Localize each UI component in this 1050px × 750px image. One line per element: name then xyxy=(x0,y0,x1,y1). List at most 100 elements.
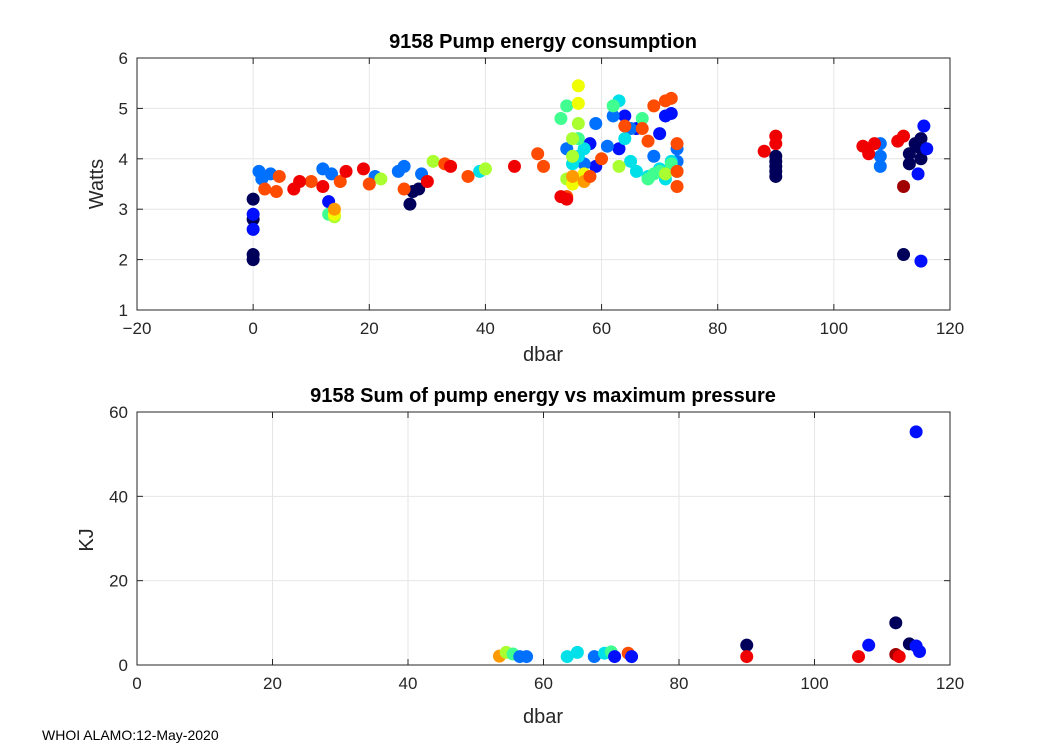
plot1-y-tick-label: 4 xyxy=(119,150,128,169)
plot1-point xyxy=(397,182,411,196)
plot2-xlabel: dbar xyxy=(523,706,563,728)
plot1-x-tick-label: 20 xyxy=(360,319,379,338)
plot1-x-tick-label: 60 xyxy=(592,319,611,338)
plot1-point xyxy=(618,132,632,146)
plot1-x-tick-label: 0 xyxy=(248,319,257,338)
plot1-x-tick-label: 120 xyxy=(936,319,964,338)
plot2-x-tick-label: 100 xyxy=(800,674,828,693)
plot2-points xyxy=(492,425,927,664)
plot1-point xyxy=(420,174,434,188)
plot1-point xyxy=(339,164,353,178)
plot1-point xyxy=(862,147,876,161)
plot1-point xyxy=(426,154,440,168)
plot1-x-tick-label: 40 xyxy=(476,319,495,338)
plot1-point xyxy=(444,159,458,173)
plot1-point xyxy=(272,169,286,183)
plot1-point xyxy=(653,127,667,141)
plot2-x-tick-label: 0 xyxy=(132,674,141,693)
plot1-point xyxy=(554,111,568,125)
plot1-point xyxy=(327,202,341,216)
plot1-point xyxy=(618,119,632,133)
plot1-point xyxy=(757,144,771,158)
plot1-point xyxy=(566,132,580,146)
plot2-y-tick-label: 40 xyxy=(109,487,128,506)
plot1-point xyxy=(873,159,887,173)
plot1-xlabel: dbar xyxy=(523,344,563,366)
energy-sum-plot: 9158 Sum of pump energy vs maximum press… xyxy=(76,385,964,728)
plot1-point xyxy=(647,149,661,163)
plot1-point xyxy=(670,180,684,194)
plot1-point xyxy=(325,167,339,181)
plot1-point xyxy=(531,147,545,161)
footer-stamp: WHOI ALAMO:12-May-2020 xyxy=(42,727,219,743)
plot1-point xyxy=(769,129,783,143)
plot1-ylabel: Watts xyxy=(86,159,108,209)
plot1-point xyxy=(897,129,911,143)
plot1-point xyxy=(589,117,603,131)
plot1-y-tick-label: 1 xyxy=(119,301,128,320)
plot2-point xyxy=(892,650,906,664)
plot1-title: 9158 Pump energy consumption xyxy=(389,31,697,53)
plot1-point xyxy=(246,222,260,236)
plot2-x-tick-label: 120 xyxy=(936,674,964,693)
plot1-point xyxy=(304,174,318,188)
plot1-point xyxy=(560,192,574,206)
plot1-point xyxy=(403,197,417,211)
plot1-x-tick-label: 100 xyxy=(820,319,848,338)
plot1-point xyxy=(246,192,260,206)
plot1-point xyxy=(868,137,882,151)
plot2-point xyxy=(913,645,927,659)
plot1-point xyxy=(914,152,928,166)
plot1-point xyxy=(583,169,597,183)
plot2-point xyxy=(587,650,601,664)
plot1-point xyxy=(571,117,585,131)
plot1-point xyxy=(412,182,426,196)
plot2-y-tick-label: 20 xyxy=(109,572,128,591)
plot1-point xyxy=(873,149,887,163)
plot1-point xyxy=(629,164,643,178)
plot1-point xyxy=(635,122,649,136)
plot2-point xyxy=(520,650,534,664)
plot1-point xyxy=(612,159,626,173)
plot1-y-tick-label: 3 xyxy=(119,200,128,219)
plot2-point xyxy=(560,650,574,664)
plot2-y-tick-label: 0 xyxy=(119,656,128,675)
plot2-point xyxy=(740,650,754,664)
plot2-point xyxy=(608,650,622,664)
plot1-point xyxy=(571,96,585,110)
plot1-point xyxy=(635,111,649,125)
plot1-point xyxy=(902,147,916,161)
plot1-point xyxy=(537,159,550,173)
plot2-x-tick-label: 60 xyxy=(534,674,553,693)
plot2-point xyxy=(862,638,876,652)
plot1-point xyxy=(478,162,492,176)
plot1-point xyxy=(670,164,684,178)
plot2-point xyxy=(909,425,923,439)
plot1-point xyxy=(577,142,591,156)
plot1-point xyxy=(664,91,678,105)
plot1-points xyxy=(246,79,934,268)
plot1-y-tick-label: 5 xyxy=(119,99,128,118)
plot1-axes-background xyxy=(137,58,950,310)
plot1-point xyxy=(566,169,580,183)
plot1-point xyxy=(606,109,620,123)
plot1-point xyxy=(911,167,925,181)
plot2-point xyxy=(625,650,639,664)
plot1-point xyxy=(658,167,672,181)
plot1-point xyxy=(606,99,620,113)
plot2-x-tick-label: 20 xyxy=(263,674,282,693)
plot1-point xyxy=(612,142,626,156)
plot1-y-tick-label: 2 xyxy=(119,251,128,270)
energy-consumption-plot: 9158 Pump energy consumption dbar Watts … xyxy=(86,31,964,366)
plot1-point xyxy=(917,119,931,133)
plot1-point xyxy=(670,137,684,151)
plot1-point xyxy=(920,142,934,156)
plot1-point xyxy=(914,132,928,146)
plot1-x-tick-label: 80 xyxy=(708,319,727,338)
plot2-x-tick-label: 80 xyxy=(670,674,689,693)
plot1-point xyxy=(897,180,911,194)
plot1-point xyxy=(269,185,283,199)
plot2-title: 9158 Sum of pump energy vs maximum press… xyxy=(310,385,776,407)
plot1-point xyxy=(507,159,521,173)
plot1-point xyxy=(600,139,614,153)
